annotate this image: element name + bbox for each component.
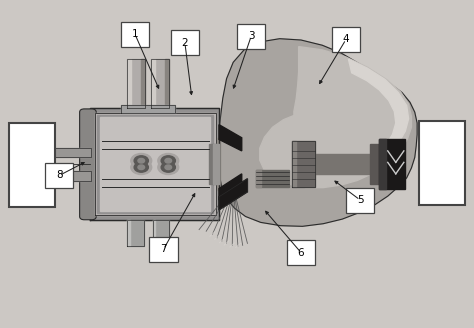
Polygon shape (127, 220, 130, 246)
Circle shape (134, 162, 148, 172)
Circle shape (131, 154, 152, 168)
FancyBboxPatch shape (346, 188, 374, 213)
Polygon shape (151, 59, 169, 108)
Circle shape (158, 160, 179, 174)
Circle shape (161, 156, 175, 166)
Circle shape (165, 158, 172, 163)
Bar (9, 123, 55, 207)
Polygon shape (209, 144, 219, 184)
Polygon shape (24, 171, 28, 181)
FancyBboxPatch shape (237, 24, 265, 49)
Circle shape (131, 160, 152, 174)
Bar (419, 121, 465, 205)
Polygon shape (260, 47, 411, 188)
Polygon shape (379, 139, 405, 189)
FancyBboxPatch shape (149, 237, 178, 262)
Polygon shape (127, 59, 145, 108)
Polygon shape (292, 141, 296, 187)
Circle shape (161, 162, 175, 172)
FancyBboxPatch shape (121, 22, 149, 47)
Circle shape (138, 165, 145, 170)
Polygon shape (24, 148, 91, 157)
Polygon shape (151, 59, 155, 108)
Text: 1: 1 (132, 30, 138, 39)
FancyBboxPatch shape (171, 30, 199, 55)
Polygon shape (218, 39, 417, 226)
Polygon shape (141, 59, 145, 108)
Polygon shape (153, 220, 169, 246)
Polygon shape (219, 179, 247, 210)
Circle shape (138, 158, 145, 163)
Polygon shape (256, 170, 261, 187)
Text: 8: 8 (56, 171, 63, 180)
Text: 2: 2 (182, 38, 188, 48)
Polygon shape (256, 170, 289, 187)
Text: 3: 3 (248, 31, 255, 41)
Polygon shape (95, 113, 216, 215)
Polygon shape (213, 144, 219, 184)
Text: 6: 6 (298, 248, 304, 257)
Polygon shape (121, 105, 175, 113)
FancyBboxPatch shape (287, 240, 315, 265)
Text: 7: 7 (160, 244, 167, 254)
Polygon shape (315, 154, 370, 174)
Polygon shape (370, 144, 379, 184)
Polygon shape (348, 59, 409, 165)
Polygon shape (127, 220, 144, 246)
Text: 5: 5 (357, 195, 364, 205)
Polygon shape (217, 138, 220, 190)
Polygon shape (219, 174, 242, 200)
Polygon shape (24, 171, 91, 181)
Polygon shape (153, 220, 155, 246)
Polygon shape (165, 59, 169, 108)
Polygon shape (379, 139, 386, 189)
FancyBboxPatch shape (45, 163, 73, 188)
FancyBboxPatch shape (332, 27, 360, 52)
Text: 4: 4 (343, 34, 349, 44)
Polygon shape (97, 115, 213, 213)
Circle shape (158, 154, 179, 168)
Polygon shape (100, 117, 210, 211)
Polygon shape (127, 59, 131, 108)
Circle shape (165, 165, 172, 170)
Circle shape (134, 156, 148, 166)
Polygon shape (219, 125, 242, 151)
FancyBboxPatch shape (80, 109, 96, 220)
Polygon shape (24, 148, 28, 157)
Polygon shape (90, 108, 219, 220)
Polygon shape (292, 141, 315, 187)
